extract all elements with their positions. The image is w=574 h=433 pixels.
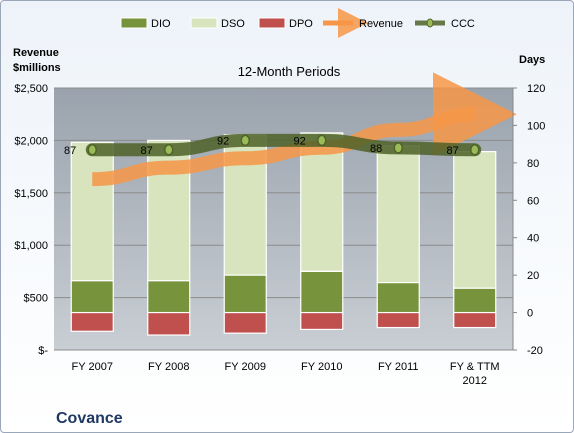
left-tick-label: $1,500 xyxy=(14,188,48,200)
ccc-data-label: 88 xyxy=(370,143,382,155)
legend-swatch-dio xyxy=(120,17,148,29)
x-tick-label: FY 2010 xyxy=(301,361,342,373)
right-tick-label: 120 xyxy=(527,83,545,95)
chart-title: 12-Month Periods xyxy=(238,64,341,79)
legend-label-ccc: CCC xyxy=(451,18,475,30)
legend: DIO DSO DPO Revenue CCC xyxy=(120,8,475,38)
bar-dso xyxy=(453,151,497,289)
x-axis: FY 2007 FY 2008 FY 2009 FY 2010 FY 2011 FY & … xyxy=(72,361,500,387)
legend-label-dpo: DPO xyxy=(289,18,313,30)
right-tick-label: 100 xyxy=(527,120,545,132)
x-tick-label: FY & TTM xyxy=(450,361,500,373)
x-tick-label: FY 2008 xyxy=(148,361,189,373)
x-tick-label: FY 2011 xyxy=(378,361,419,373)
right-axis: -20 0 20 40 60 80 100 120 xyxy=(512,83,545,357)
right-tick-label: -20 xyxy=(527,345,543,357)
legend-swatch-dpo xyxy=(258,17,286,29)
bar-dpo xyxy=(70,311,114,332)
ccc-point xyxy=(470,144,480,156)
left-axis-title-line1: Revenue xyxy=(13,47,59,59)
ccc-data-label: 87 xyxy=(447,145,459,157)
bar-dio xyxy=(70,280,114,314)
company-name: Covance xyxy=(56,410,123,427)
right-tick-label: 60 xyxy=(527,195,539,207)
revenue-series xyxy=(92,72,517,187)
right-tick-label: 0 xyxy=(527,308,533,320)
legend-swatch-dso xyxy=(190,17,218,29)
bar-dso xyxy=(70,141,114,282)
plot-area xyxy=(54,88,513,350)
left-tick-label: $2,000 xyxy=(14,135,48,147)
ccc-series: 87 87 92 92 88 87 xyxy=(64,133,482,157)
right-tick-label: 20 xyxy=(527,270,539,282)
bar-dpo xyxy=(453,311,497,329)
bar-dpo xyxy=(223,311,267,334)
left-tick-label: $- xyxy=(38,345,48,357)
bar-dio xyxy=(147,280,191,314)
bar-dio xyxy=(223,274,267,314)
ccc-point xyxy=(393,142,403,154)
ccc-data-label: 87 xyxy=(141,145,153,157)
ccc-data-label: 87 xyxy=(64,145,76,157)
bar-dpo xyxy=(300,311,344,331)
x-tick-label: FY 2009 xyxy=(225,361,266,373)
bar-dio xyxy=(300,270,344,314)
left-tick-label: $500 xyxy=(24,293,48,305)
x-tick-label: FY 2007 xyxy=(72,361,113,373)
bar-dpo xyxy=(376,311,420,329)
revenue-line xyxy=(92,72,517,187)
x-tick-label: 2012 xyxy=(463,375,487,387)
bar-dso xyxy=(300,132,344,273)
ccc-point xyxy=(240,134,250,147)
ccc-data-label: 92 xyxy=(294,135,306,147)
right-tick-label: 40 xyxy=(527,233,539,245)
right-axis-title: Days xyxy=(519,54,545,66)
left-tick-label: $2,500 xyxy=(14,83,48,95)
legend-label-revenue: Revenue xyxy=(359,18,403,30)
bar-dio xyxy=(453,287,497,314)
left-axis: $- $500 $1,000 $1,500 $2,000 $2,500 xyxy=(14,83,48,357)
legend-label-dio: DIO xyxy=(151,18,171,30)
bar-dpo xyxy=(147,311,191,336)
left-tick-label: $1,000 xyxy=(14,240,48,252)
left-axis-title-line2: $millions xyxy=(13,62,61,74)
ccc-line xyxy=(85,133,482,157)
ccc-point xyxy=(87,144,97,156)
ccc-data-label: 92 xyxy=(217,135,229,147)
legend-swatch-ccc-marker xyxy=(426,18,434,28)
bar-dio xyxy=(376,282,420,314)
bar-dso xyxy=(376,145,420,284)
ccc-point xyxy=(164,144,174,156)
right-tick-label: 80 xyxy=(527,158,539,170)
legend-label-dso: DSO xyxy=(221,18,245,30)
ccc-point xyxy=(317,134,327,147)
